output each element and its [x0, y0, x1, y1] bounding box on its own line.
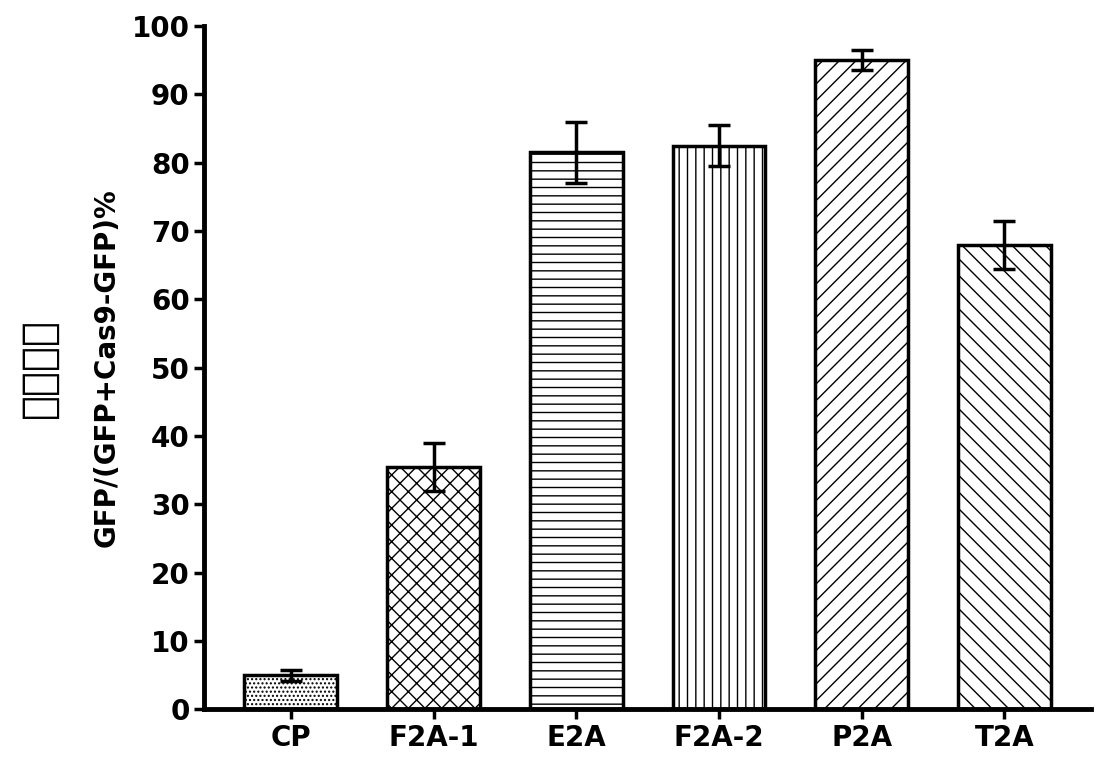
Bar — [244, 675, 337, 709]
Bar — [530, 153, 623, 709]
Bar — [672, 146, 765, 709]
Bar — [958, 245, 1051, 709]
Bar — [387, 467, 480, 709]
Y-axis label: GFP/(GFP+Cas9-GFP)%: GFP/(GFP+Cas9-GFP)% — [93, 189, 121, 547]
Text: 切割效率: 切割效率 — [18, 318, 60, 418]
Bar — [815, 60, 908, 709]
